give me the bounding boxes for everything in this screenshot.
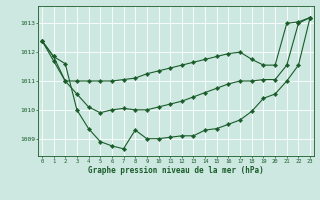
X-axis label: Graphe pression niveau de la mer (hPa): Graphe pression niveau de la mer (hPa) — [88, 166, 264, 175]
